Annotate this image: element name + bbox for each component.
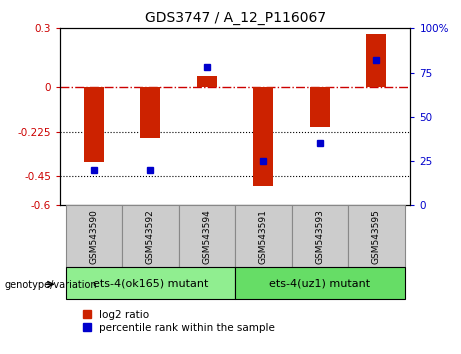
- Bar: [310, 87, 330, 127]
- Bar: [235, 267, 405, 299]
- Text: GSM543594: GSM543594: [202, 209, 211, 264]
- Text: GSM543593: GSM543593: [315, 209, 325, 264]
- Bar: [84, 87, 104, 162]
- Bar: [122, 205, 178, 267]
- Text: GSM543590: GSM543590: [89, 209, 98, 264]
- Text: ets-4(uz1) mutant: ets-4(uz1) mutant: [269, 278, 371, 288]
- Bar: [366, 34, 386, 87]
- Text: genotype/variation: genotype/variation: [5, 280, 97, 290]
- Bar: [141, 87, 160, 138]
- Text: GSM543595: GSM543595: [372, 209, 381, 264]
- Bar: [254, 87, 273, 185]
- Legend: log2 ratio, percentile rank within the sample: log2 ratio, percentile rank within the s…: [83, 310, 275, 333]
- Title: GDS3747 / A_12_P116067: GDS3747 / A_12_P116067: [145, 11, 325, 24]
- Text: ets-4(ok165) mutant: ets-4(ok165) mutant: [93, 278, 208, 288]
- Bar: [235, 205, 292, 267]
- Bar: [178, 205, 235, 267]
- Text: GSM543591: GSM543591: [259, 209, 268, 264]
- Text: GSM543592: GSM543592: [146, 209, 155, 264]
- Bar: [65, 205, 122, 267]
- Bar: [348, 205, 405, 267]
- Bar: [65, 267, 235, 299]
- Bar: [197, 75, 217, 87]
- Bar: [292, 205, 348, 267]
